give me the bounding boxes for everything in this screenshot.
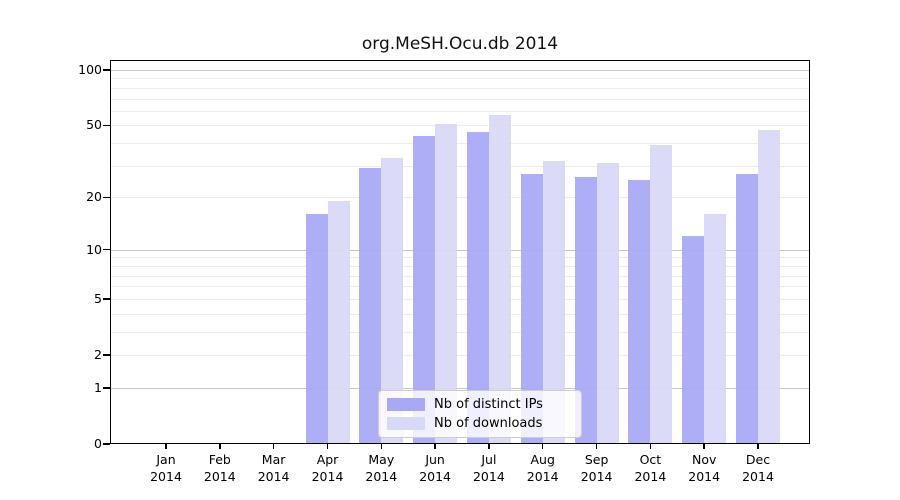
y-tick-mark: [103, 387, 110, 389]
y-tick-mark: [103, 354, 110, 356]
x-tick-mark: [703, 444, 705, 449]
x-tick-label: Jun 2014: [419, 452, 451, 484]
x-tick-mark: [380, 444, 383, 449]
x-tick-mark: [326, 444, 329, 449]
bar-distinct-ips-jun: [413, 135, 436, 444]
gridline-minor: [110, 257, 810, 259]
gridline-decade: [110, 249, 810, 251]
y-tick-mark: [103, 124, 110, 127]
y-tick-mark: [103, 196, 110, 199]
x-tick-label: Aug 2014: [526, 452, 559, 484]
bar-downloads-may: [381, 158, 404, 444]
chart-title: org.MeSH.Ocu.db 2014: [361, 34, 559, 54]
gridline-minor: [110, 331, 810, 333]
legend-swatch-downloads: [387, 417, 425, 430]
bar-downloads-jul: [488, 114, 511, 444]
x-tick-mark: [595, 444, 598, 449]
y-tick-label: 5: [94, 290, 102, 306]
x-tick-mark: [541, 444, 544, 449]
x-tick-mark: [165, 444, 167, 449]
x-tick-mark: [649, 444, 652, 449]
gridline-minor: [110, 275, 810, 277]
x-tick-label: May 2014: [365, 452, 398, 484]
bar-distinct-ips-oct: [628, 180, 651, 444]
bar-distinct-ips-sep: [574, 176, 597, 444]
x-tick-mark: [219, 444, 221, 449]
y-tick-mark: [103, 248, 110, 251]
gridline-minor: [110, 197, 810, 199]
gridline-minor: [110, 298, 810, 300]
bar-distinct-ips-aug: [520, 174, 543, 444]
gridline-minor: [110, 265, 810, 267]
bar-downloads-dec: [758, 130, 780, 444]
y-tick-label: 100: [78, 62, 102, 77]
y-tick-label: 20: [86, 189, 102, 205]
bar-downloads-jun: [435, 123, 458, 444]
legend-label-downloads: Nb of downloads: [434, 416, 543, 431]
x-tick-mark: [272, 444, 275, 449]
bar-downloads-oct: [650, 145, 673, 444]
x-tick-label: Dec 2014: [742, 452, 774, 484]
y-tick-label: 10: [86, 241, 102, 257]
bar-downloads-nov: [704, 214, 727, 444]
bar-downloads-aug: [542, 160, 565, 444]
bar-distinct-ips-apr: [305, 214, 328, 444]
legend: Nb of distinct IPs Nb of downloads: [378, 390, 582, 438]
x-tick-mark: [757, 444, 759, 449]
legend-item-downloads: Nb of downloads: [387, 416, 573, 431]
bar-distinct-ips-dec: [736, 174, 758, 444]
gridline-decade: [110, 70, 810, 71]
legend-label-distinct-ips: Nb of distinct IPs: [434, 397, 543, 412]
x-tick-label: Nov 2014: [688, 452, 721, 484]
x-tick-label: Jan 2014: [150, 452, 182, 484]
gridline-minor: [110, 125, 810, 127]
y-tick-label: 50: [86, 117, 102, 133]
gridline-minor: [110, 165, 810, 167]
y-tick-label: 1: [94, 379, 102, 395]
bar-distinct-ips-may: [359, 168, 382, 444]
plot-area: [110, 60, 810, 444]
gridline-minor: [110, 355, 810, 356]
legend-item-distinct-ips: Nb of distinct IPs: [387, 397, 573, 412]
gridline-minor: [110, 78, 810, 80]
gridline-minor: [110, 143, 810, 145]
legend-swatch-distinct-ips: [387, 398, 425, 411]
y-tick-mark: [103, 443, 110, 445]
bar-distinct-ips-nov: [682, 236, 705, 444]
x-tick-mark: [488, 444, 490, 449]
bar-downloads-sep: [596, 163, 619, 444]
x-tick-label: Oct 2014: [634, 452, 667, 484]
y-tick-mark: [103, 69, 110, 71]
x-tick-label: Jul 2014: [472, 452, 505, 484]
y-tick-label: 0: [94, 436, 102, 451]
x-tick-label: Sep 2014: [580, 452, 613, 484]
x-tick-label: Apr 2014: [311, 452, 344, 484]
y-tick-mark: [103, 298, 110, 300]
bar-downloads-apr: [327, 201, 350, 444]
gridline-minor: [110, 313, 810, 315]
x-tick-label: Mar 2014: [257, 452, 290, 484]
x-tick-mark: [434, 444, 436, 449]
x-tick-label: Feb 2014: [203, 452, 236, 484]
gridline-minor: [110, 110, 810, 112]
y-tick-label: 2: [94, 347, 102, 362]
bar-distinct-ips-jul: [466, 132, 489, 444]
gridline-minor: [110, 98, 810, 100]
gridline-minor: [110, 87, 810, 89]
gridline-minor: [110, 286, 810, 288]
gridline-decade: [110, 387, 810, 389]
